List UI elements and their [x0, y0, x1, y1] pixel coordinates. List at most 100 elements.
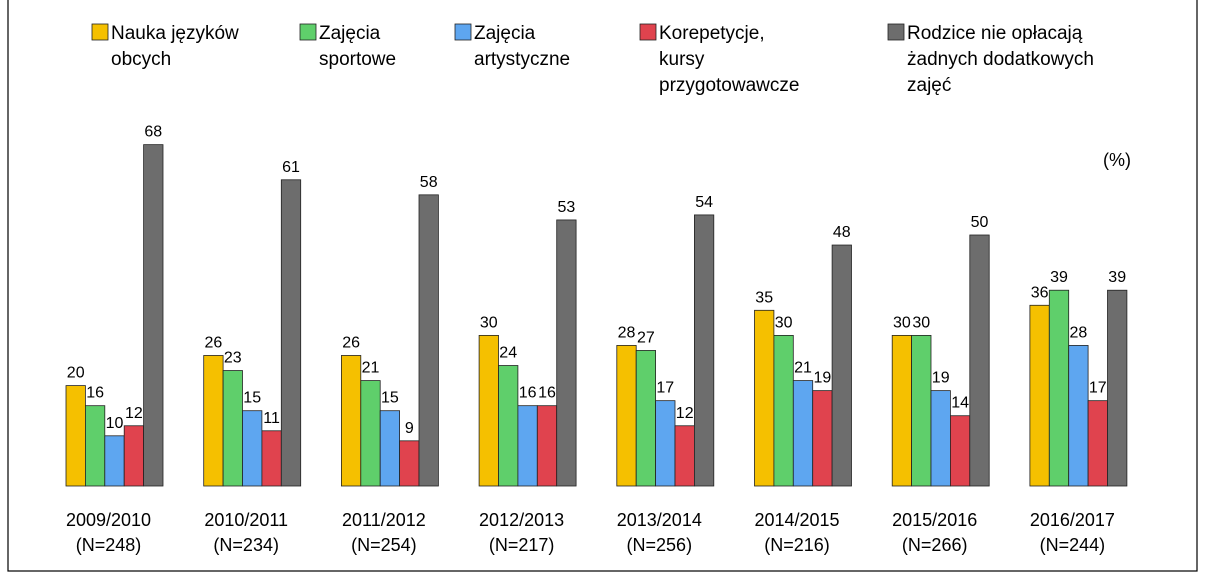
value-label: 19: [814, 370, 832, 387]
value-label: 21: [362, 360, 380, 377]
value-label: 16: [519, 385, 537, 402]
bar: [969, 234, 990, 487]
value-label: 39: [1108, 269, 1126, 286]
bar: [1068, 345, 1089, 487]
value-label: 50: [971, 214, 989, 231]
bar: [694, 214, 715, 487]
bar: [792, 380, 814, 487]
value-label: 9: [405, 420, 414, 437]
bar: [536, 405, 558, 487]
value-label: 39: [1050, 269, 1068, 286]
value-label: 48: [833, 224, 851, 241]
x-tick-label: 2009/2010: [66, 510, 151, 530]
x-tick-note: (N=244): [1040, 535, 1106, 555]
bar: [280, 179, 302, 487]
bar: [1029, 304, 1050, 487]
x-tick-note: (N=266): [902, 535, 968, 555]
value-label: 19: [932, 370, 950, 387]
bar: [754, 309, 775, 487]
x-tick-label: 2016/2017: [1030, 510, 1115, 530]
bar: [655, 400, 676, 487]
value-label: 11: [263, 410, 280, 427]
x-tick-label: 2010/2011: [204, 510, 288, 530]
value-label: 61: [282, 159, 300, 176]
value-label: 68: [144, 124, 162, 141]
bar: [1087, 400, 1108, 487]
legend-label: Zajęcia artystyczne: [474, 23, 570, 70]
value-label: 30: [775, 314, 793, 331]
bar: [556, 219, 577, 487]
x-tick-note: (N=216): [764, 535, 830, 555]
x-tick-note: (N=254): [351, 535, 417, 555]
value-label: 23: [224, 350, 242, 367]
value-label: 17: [1089, 380, 1107, 397]
bar: [812, 390, 833, 487]
value-label: 26: [342, 334, 360, 351]
x-tick-note: (N=248): [76, 535, 142, 555]
bar: [930, 390, 951, 487]
bar: [104, 435, 125, 487]
bar: [360, 380, 381, 487]
bar: [123, 425, 144, 487]
value-label: 15: [243, 390, 261, 407]
value-label: 12: [125, 405, 143, 422]
value-label: 17: [656, 380, 674, 397]
value-label: 24: [499, 345, 517, 362]
value-label: 27: [637, 329, 655, 346]
x-tick-label: 2013/2014: [617, 510, 702, 530]
bar: [616, 345, 637, 487]
legend-label: Korepetycje, kursy przygotowawcze: [659, 23, 799, 96]
bar: [261, 430, 282, 487]
value-label: 35: [755, 289, 773, 306]
bar: [143, 144, 164, 487]
bar: [340, 355, 362, 487]
value-label: 20: [67, 365, 85, 382]
legend-swatch: [887, 23, 905, 41]
value-label: 58: [420, 174, 438, 191]
bar: [831, 244, 852, 487]
value-label: 53: [558, 199, 576, 216]
value-label: 28: [1070, 324, 1088, 341]
value-label: 16: [86, 385, 104, 402]
legend-swatch: [639, 23, 657, 41]
value-label: 28: [618, 324, 636, 341]
x-tick-note: (N=217): [489, 535, 555, 555]
value-label: 12: [676, 405, 694, 422]
value-label: 36: [1031, 284, 1049, 301]
bar: [203, 355, 224, 487]
bar: [635, 350, 657, 487]
bar: [478, 334, 499, 487]
unit-label: (%): [1103, 150, 1131, 170]
bar: [379, 410, 401, 487]
bar: [517, 405, 538, 487]
bar: [85, 405, 106, 487]
value-label: 16: [538, 385, 556, 402]
bar: [950, 415, 971, 487]
x-tick-label: 2015/2016: [892, 510, 977, 530]
bar: [891, 334, 913, 487]
bar: [674, 425, 695, 487]
value-label: 21: [794, 360, 812, 377]
bar: [498, 365, 519, 487]
x-tick-note: (N=256): [627, 535, 693, 555]
legend-label: Zajęcia sportowe: [319, 23, 396, 70]
value-label: 26: [205, 334, 223, 351]
bar: [418, 194, 439, 487]
value-label: 10: [106, 415, 124, 432]
bar: [242, 410, 263, 487]
value-label: 30: [480, 314, 498, 331]
value-label: 15: [381, 390, 399, 407]
x-tick-label: 2012/2013: [479, 510, 564, 530]
value-label: 14: [951, 395, 969, 412]
bar: [773, 334, 794, 487]
bar: [65, 385, 86, 487]
x-tick-label: 2014/2015: [754, 510, 839, 530]
bar: [222, 370, 243, 487]
bar: [911, 334, 932, 487]
value-label: 30: [912, 314, 930, 331]
legend-label: Rodzice nie opłacają żadnych dodatkowych z…: [907, 23, 1094, 96]
legend-swatch: [91, 23, 109, 41]
bar: [1107, 289, 1128, 487]
legend-swatch: [299, 23, 317, 41]
